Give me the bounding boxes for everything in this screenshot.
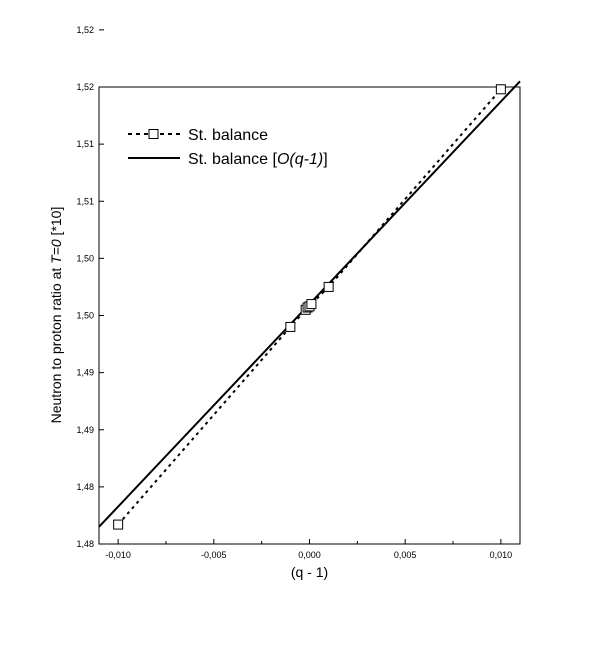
y-axis-title-part-1: Neutron to proton ratio at — [48, 264, 64, 424]
y-tick-label: 1,50 — [76, 253, 94, 263]
x-axis-ticks: -0,010 -0,005 0,000 0,005 0,010 — [105, 539, 512, 560]
y-tick-label: 1,52 — [76, 25, 94, 35]
data-point-marker — [113, 519, 124, 530]
y-tick-label: 1,49 — [76, 425, 94, 435]
x-tick-label: 0,010 — [490, 550, 513, 560]
legend-order-italic: O(q-1) — [277, 151, 323, 168]
y-tick-label: 1,48 — [76, 482, 94, 492]
legend-label-st-balance: St. balance — [188, 127, 268, 144]
x-tick-label: 0,000 — [298, 550, 321, 560]
y-tick-label: 1,51 — [76, 139, 94, 149]
x-axis-title: (q - 1) — [291, 564, 328, 580]
series-layer — [98, 80, 521, 530]
y-axis-title-part-2: T=0 — [48, 239, 64, 264]
x-tick-label: -0,005 — [201, 550, 227, 560]
y-tick-label: 1,49 — [76, 368, 94, 378]
y-tick-label: 1,51 — [76, 196, 94, 206]
legend-order-prefix: St. balance [ — [188, 151, 278, 168]
data-point-marker — [323, 281, 334, 292]
y-axis-title-part-3: [*10] — [48, 207, 64, 240]
legend: St. balance St. balance [O(q-1)] — [128, 127, 328, 168]
legend-label-st-balance-order: St. balance [O(q-1)] — [188, 151, 328, 168]
legend-order-suffix: ] — [323, 151, 327, 168]
y-axis-title: Neutron to proton ratio at T=0 [*10] — [48, 207, 64, 424]
y-tick-label: 1,48 — [76, 539, 94, 549]
y-tick-label: 1,52 — [76, 82, 94, 92]
data-point-marker — [306, 299, 317, 310]
data-point-marker — [285, 321, 296, 332]
y-axis-ticks: 1,48 1,48 1,49 1,49 1,50 1,50 1,51 1,51 1,52 1,52 — [76, 25, 104, 549]
x-tick-label: -0,010 — [105, 550, 131, 560]
data-point-marker — [495, 84, 506, 95]
legend-square-marker — [148, 129, 159, 139]
x-tick-label: 0,005 — [394, 550, 417, 560]
y-tick-label: 1,50 — [76, 311, 94, 321]
